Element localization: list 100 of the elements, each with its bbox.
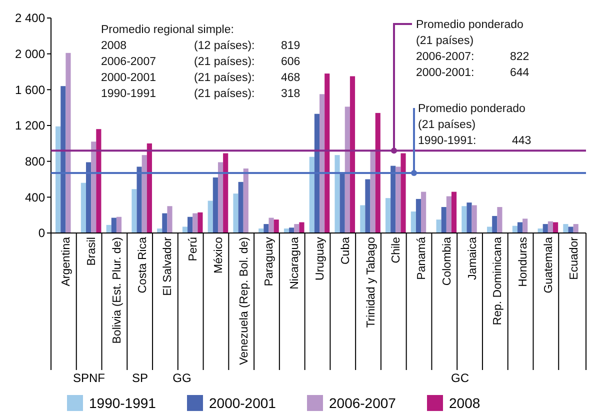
x-tick-label: Cuba — [340, 236, 352, 264]
bar — [111, 218, 116, 233]
bar — [56, 126, 61, 233]
x-tick-label: México — [212, 237, 225, 274]
bar — [542, 224, 548, 233]
bar — [116, 216, 122, 233]
bar — [238, 182, 244, 233]
bar — [289, 228, 294, 233]
text: GG — [172, 371, 192, 385]
text: SP — [132, 371, 148, 385]
bar — [390, 166, 396, 233]
bar — [60, 86, 66, 233]
bar — [472, 205, 477, 233]
bar — [212, 177, 218, 233]
bar — [233, 194, 238, 233]
text: Promedio ponderado (21 países) 2006-2007: 822 2000-2001: 644 — [416, 19, 530, 79]
bar — [365, 179, 370, 233]
bar — [167, 206, 172, 233]
bar — [136, 166, 142, 233]
text: Promedio regional simple: 2008 (12 países): 819 2006-2007 (21 países): 606 2000-2001 (21 países): 468 1990-1991 (21 países): 318 — [101, 24, 300, 100]
bar — [268, 218, 274, 233]
legend-label: 2006-2007 — [329, 394, 396, 411]
bar — [223, 153, 228, 233]
bar — [396, 166, 401, 233]
y-tick-label: 1 600 — [14, 82, 46, 97]
y-tick-label: 400 — [24, 190, 46, 204]
y-tick-label: 800 — [24, 154, 46, 169]
bar — [553, 222, 558, 233]
legend-label: 2008 — [449, 394, 480, 411]
bar — [274, 220, 279, 233]
bar — [563, 224, 568, 233]
x-tick-label: Bolivia (Est. Plur. de) — [111, 236, 124, 344]
text: GC — [451, 371, 470, 385]
x-tick-label: Honduras — [518, 236, 530, 287]
x-tick-label: Paraguay — [264, 236, 276, 286]
bar — [446, 196, 452, 233]
x-tick-label: Jamaica — [466, 236, 479, 280]
bar — [162, 213, 168, 233]
bar — [198, 212, 203, 233]
bar — [375, 112, 380, 233]
bar — [91, 142, 96, 233]
y-tick-label: 1 200 — [14, 118, 46, 133]
bar — [188, 216, 193, 233]
bar — [96, 129, 102, 233]
x-tick-label: Venezuela (Rep. Bol. de) — [238, 236, 250, 365]
bar — [314, 114, 320, 233]
bar — [573, 224, 578, 233]
bar — [192, 213, 198, 233]
bar — [416, 198, 422, 233]
x-tick-label: Rep. Dominicana — [492, 236, 504, 326]
x-tick-label: Uruguay — [314, 236, 326, 280]
bar — [320, 94, 325, 233]
bar — [517, 222, 523, 233]
x-tick-label: Nicaragua — [289, 236, 302, 290]
bar — [436, 220, 442, 233]
bar — [146, 143, 152, 233]
bar — [487, 226, 492, 233]
x-tick-label: Brasil — [86, 237, 98, 266]
bar — [80, 182, 86, 233]
bar — [309, 156, 314, 233]
bar — [400, 153, 406, 233]
y-tick-label: 2 000 — [14, 47, 46, 62]
legend-label: 1990-1991 — [89, 394, 156, 411]
bar — [360, 205, 366, 233]
bar — [466, 202, 472, 233]
x-tick-label: Colombia — [441, 236, 454, 286]
bar — [294, 224, 300, 233]
bar — [344, 106, 350, 233]
bar — [142, 155, 147, 233]
bar — [385, 198, 391, 233]
bar — [462, 206, 467, 233]
bar — [497, 207, 502, 233]
x-tick-label: Perú — [188, 237, 200, 262]
bar — [299, 222, 304, 233]
bar — [548, 221, 554, 233]
bar — [218, 162, 224, 233]
legend-label: 2000-2001 — [209, 394, 276, 411]
bar — [182, 226, 188, 233]
bar — [492, 216, 498, 233]
bar — [66, 52, 71, 233]
bar — [522, 218, 528, 233]
text: Promedio ponderado (21 países) 1990-1991: 443 — [418, 103, 532, 147]
y-tick-label: 0 — [38, 226, 46, 240]
bar — [340, 174, 345, 233]
bar — [370, 151, 376, 233]
bar — [451, 192, 457, 233]
x-tick-label: Ecuador — [568, 236, 580, 280]
text: SPNF — [72, 371, 106, 385]
bar — [208, 200, 213, 233]
bar — [410, 212, 416, 233]
bar — [324, 74, 330, 233]
x-tick-label: Argentina — [60, 236, 73, 286]
x-tick-label: Trinidad y Tabago — [365, 237, 378, 328]
bar — [86, 162, 92, 233]
x-tick-label: El Salvador — [162, 236, 174, 296]
bar — [132, 189, 137, 233]
x-tick-label: Guatemala — [542, 236, 555, 294]
bar — [243, 168, 248, 233]
bar — [421, 192, 426, 233]
bar — [568, 226, 574, 233]
